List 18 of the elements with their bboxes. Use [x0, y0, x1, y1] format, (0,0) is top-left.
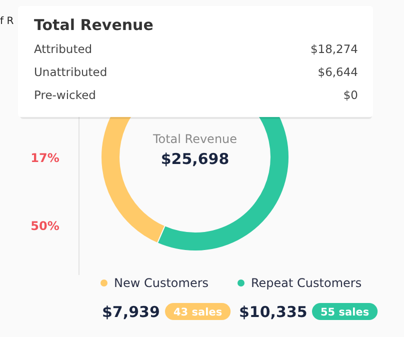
text: $0: [343, 88, 358, 102]
text: Attributed: [34, 42, 92, 56]
text: f R: [0, 16, 14, 27]
data-label: $7,939: [102, 303, 160, 321]
text: 50%: [30, 219, 60, 233]
text: Unattributed: [34, 65, 108, 79]
text: $6,644: [318, 65, 358, 79]
text: Total Revenue: [34, 16, 154, 34]
text: $18,274: [310, 42, 358, 56]
text: 17%: [30, 151, 60, 165]
text: 43 sales: [174, 306, 222, 318]
text: Total Revenue: [152, 132, 238, 146]
text: $25,698: [160, 150, 230, 168]
data-label: $10,335: [239, 303, 308, 321]
legend-label: Repeat Customers: [251, 276, 362, 290]
legend-label: New Customers: [114, 276, 209, 290]
text: 55 sales: [320, 306, 370, 318]
text: Pre-wicked: [34, 88, 96, 102]
